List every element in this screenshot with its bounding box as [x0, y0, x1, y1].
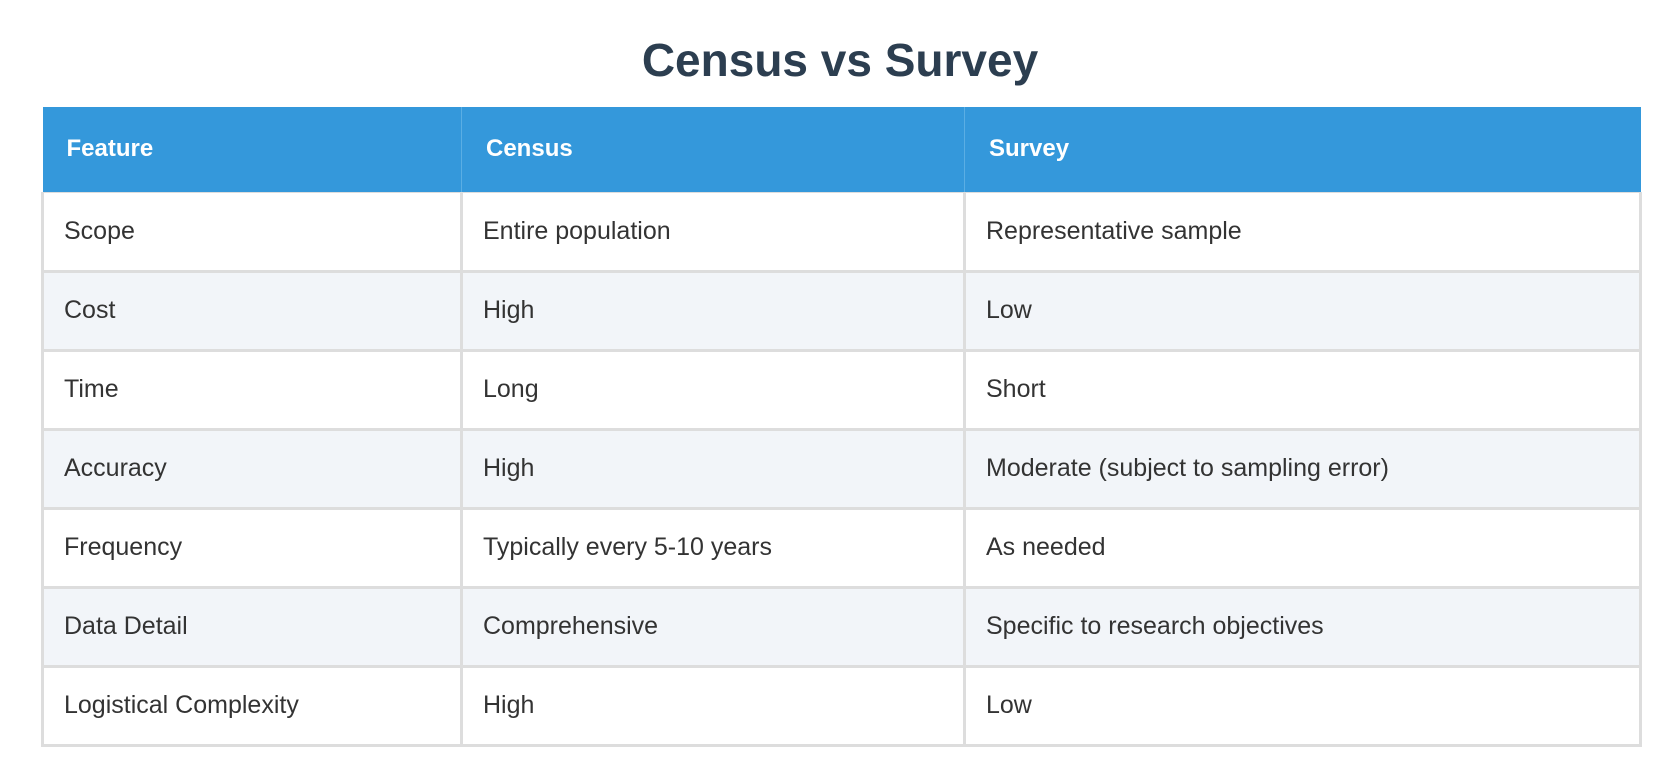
feature-cell: Accuracy [41, 429, 463, 510]
feature-cell: Data Detail [41, 587, 463, 668]
page-title: Census vs Survey [641, 34, 1039, 86]
table-row: Time Long Short [41, 350, 1642, 431]
table-row: Logistical Complexity High Low [41, 666, 1642, 747]
table-row: Scope Entire population Representative s… [41, 191, 1642, 273]
feature-cell: Frequency [41, 508, 463, 589]
column-header-survey: Survey [964, 107, 1641, 192]
column-header-census: Census [461, 107, 965, 192]
comparison-table: Feature Census Survey Scope Entire popul… [41, 107, 1642, 747]
survey-cell: Short [963, 350, 1642, 431]
feature-cell: Cost [41, 271, 463, 352]
feature-cell: Time [41, 350, 463, 431]
table-header-row: Feature Census Survey [42, 107, 1641, 192]
survey-cell: Moderate (subject to sampling error) [963, 429, 1642, 510]
survey-cell: Low [963, 666, 1642, 747]
census-cell: Entire population [460, 191, 966, 273]
table-row: Data Detail Comprehensive Specific to re… [41, 587, 1642, 668]
table-row: Accuracy High Moderate (subject to sampl… [41, 429, 1642, 510]
survey-cell: Representative sample [963, 191, 1642, 273]
census-cell: High [460, 271, 966, 352]
census-cell: Comprehensive [460, 587, 966, 668]
column-header-feature: Feature [42, 107, 462, 192]
census-cell: High [460, 429, 966, 510]
census-cell: High [460, 666, 966, 747]
table-row: Frequency Typically every 5-10 years As … [41, 508, 1642, 589]
comparison-table-container: Feature Census Survey Scope Entire popul… [41, 107, 1642, 747]
feature-cell: Logistical Complexity [41, 666, 463, 747]
census-cell: Long [460, 350, 966, 431]
census-cell: Typically every 5-10 years [460, 508, 966, 589]
survey-cell: Specific to research objectives [963, 587, 1642, 668]
survey-cell: As needed [963, 508, 1642, 589]
feature-cell: Scope [41, 191, 463, 273]
survey-cell: Low [963, 271, 1642, 352]
table-row: Cost High Low [41, 271, 1642, 352]
